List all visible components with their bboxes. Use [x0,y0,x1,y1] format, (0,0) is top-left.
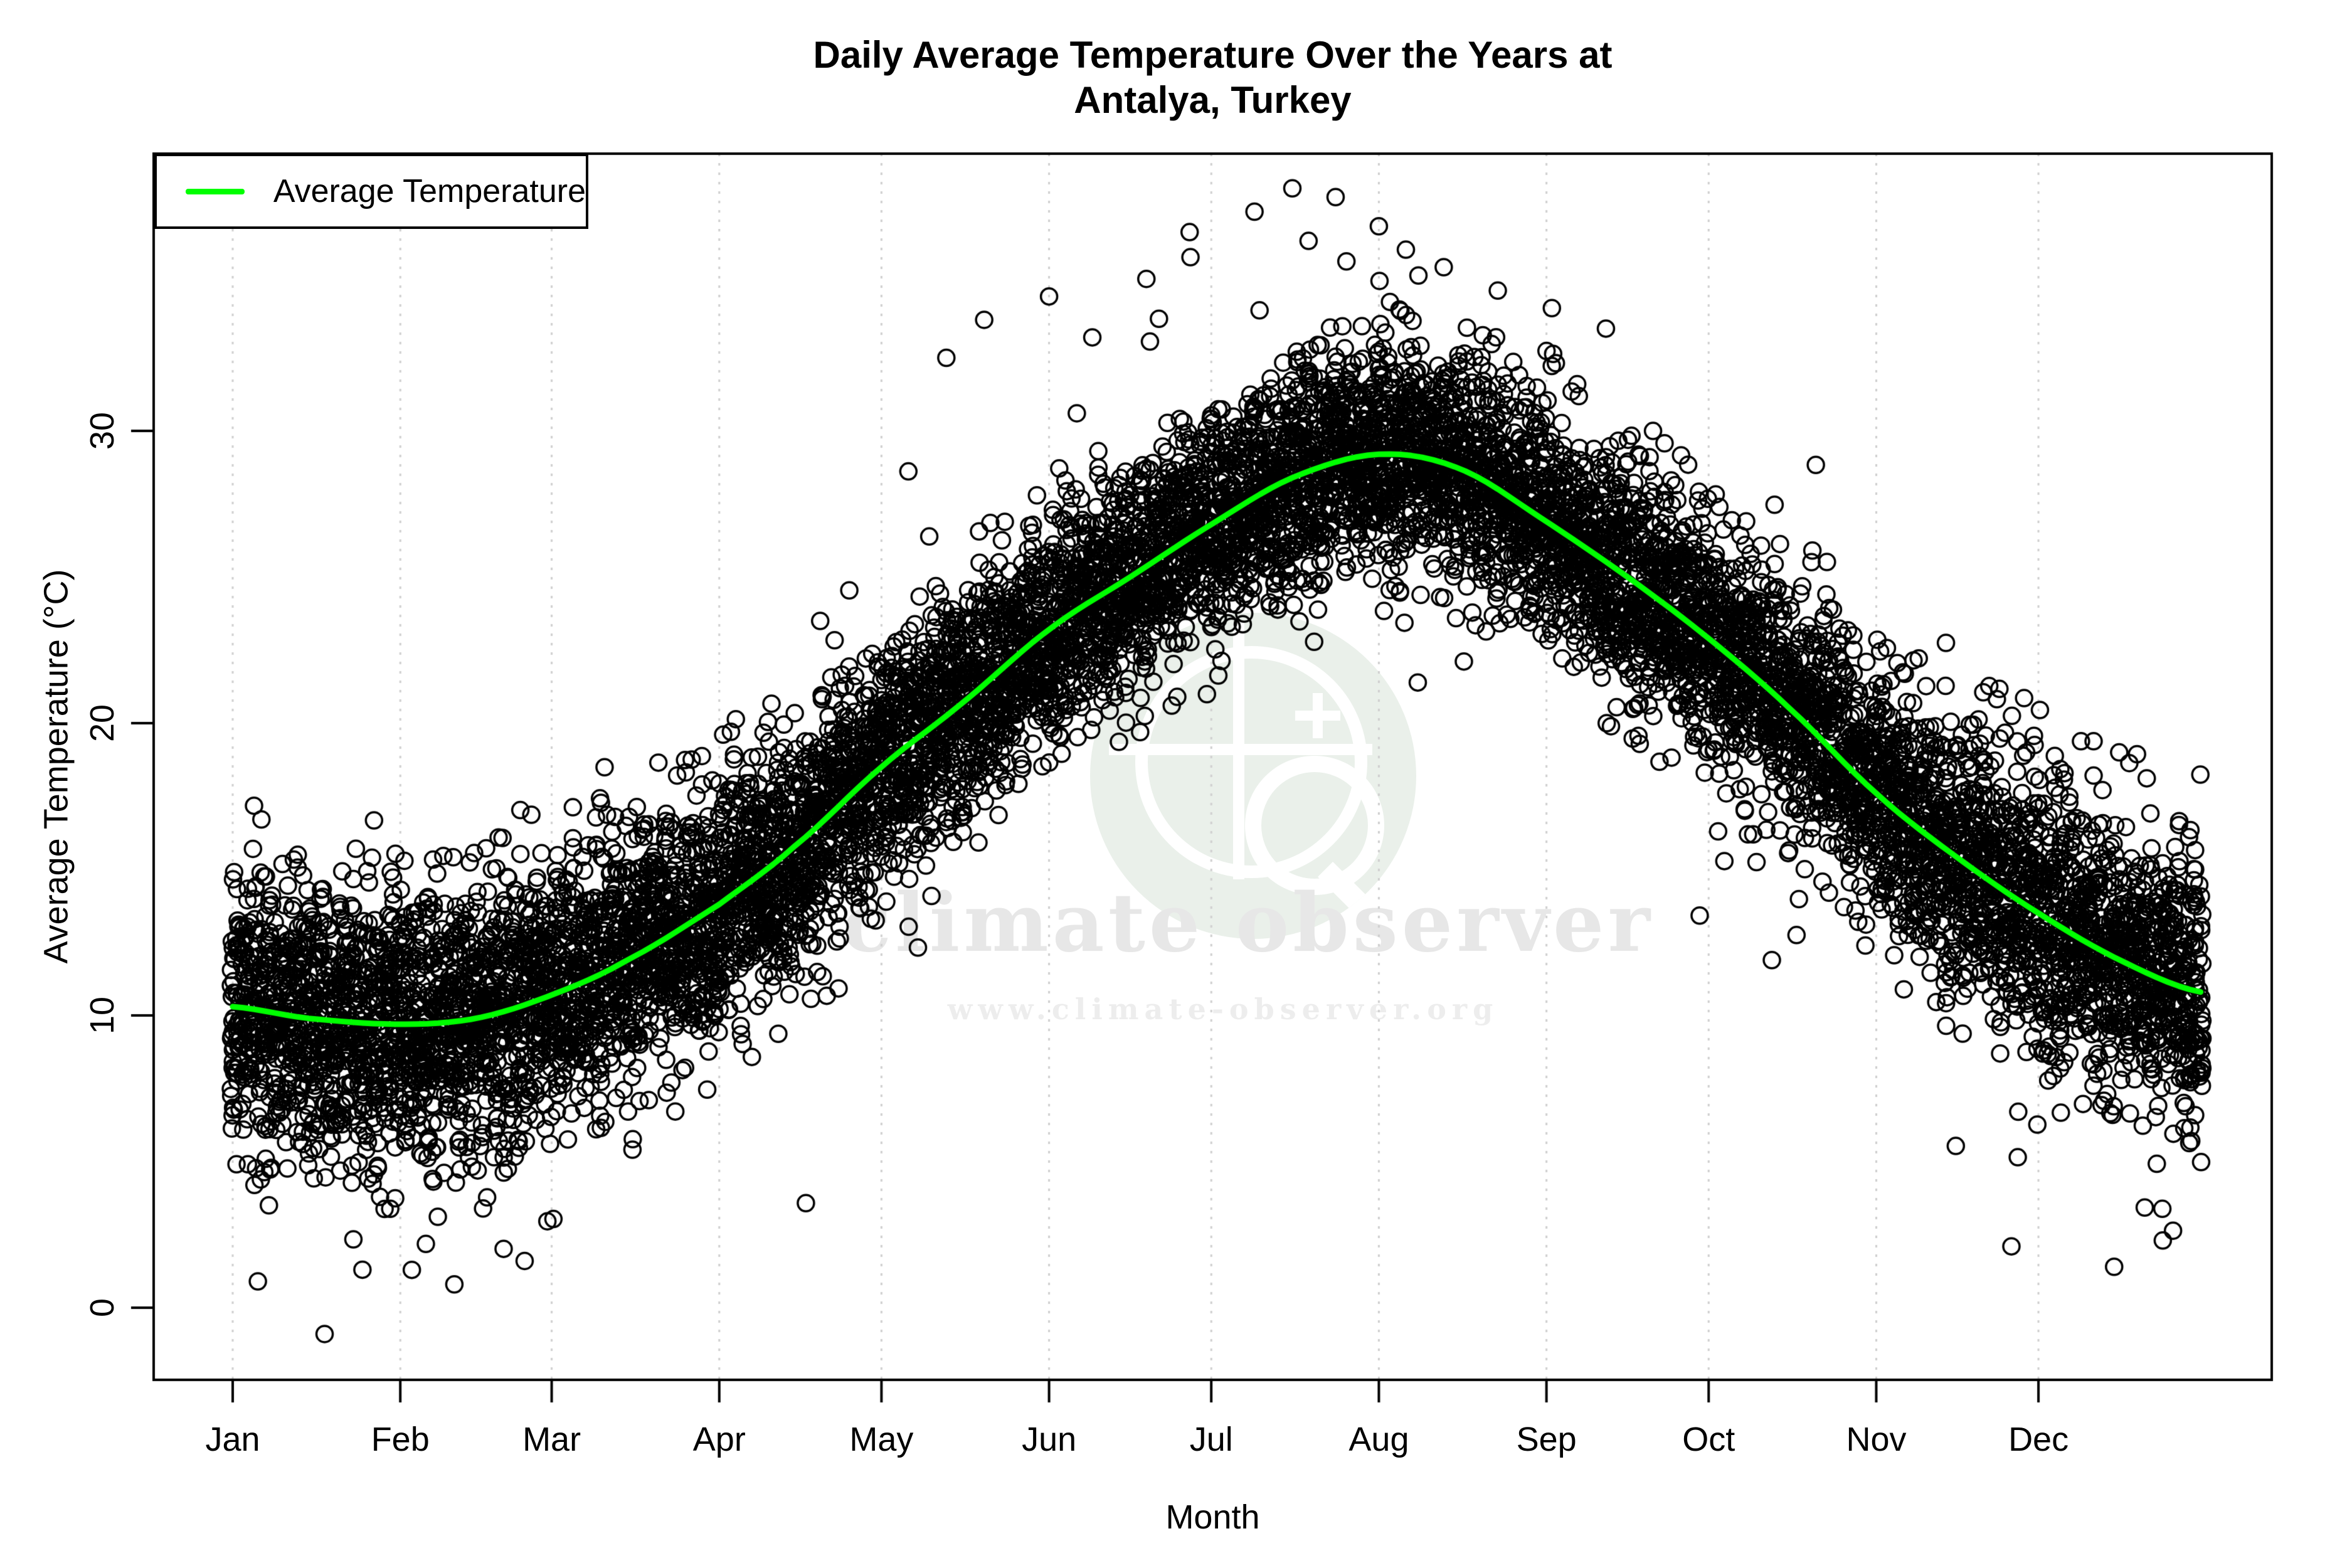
chart-title-line1: Daily Average Temperature Over the Years… [813,34,1613,76]
x-tick-label-sep: Sep [1516,1421,1577,1458]
y-tick-label-20: 20 [83,704,121,743]
y-tick-label-30: 30 [83,411,121,450]
x-tick-label-oct: Oct [1682,1421,1735,1458]
x-tick-label-apr: Apr [692,1421,746,1458]
legend: Average Temperature [154,154,588,229]
chart-title: Daily Average Temperature Over the Years… [154,33,2272,123]
legend-line-swatch [186,188,245,194]
x-tick-label-jul: Jul [1189,1421,1233,1458]
x-tick-label-dec: Dec [2008,1421,2069,1458]
x-axis-title: Month [1165,1498,1260,1536]
legend-label: Average Temperature [273,173,586,209]
y-tick-label-0: 0 [83,1298,121,1318]
x-tick-label-aug: Aug [1348,1421,1409,1458]
x-tick-label-mar: Mar [522,1421,581,1458]
chart-title-line2: Antalya, Turkey [1074,79,1352,121]
x-tick-label-feb: Feb [371,1421,430,1458]
x-tick-label-jun: Jun [1022,1421,1077,1458]
x-tick-label-nov: Nov [1846,1421,1907,1458]
y-tick-label-10: 10 [83,996,121,1035]
x-tick-label-jan: Jan [205,1421,260,1458]
x-tick-label-may: May [849,1421,914,1458]
